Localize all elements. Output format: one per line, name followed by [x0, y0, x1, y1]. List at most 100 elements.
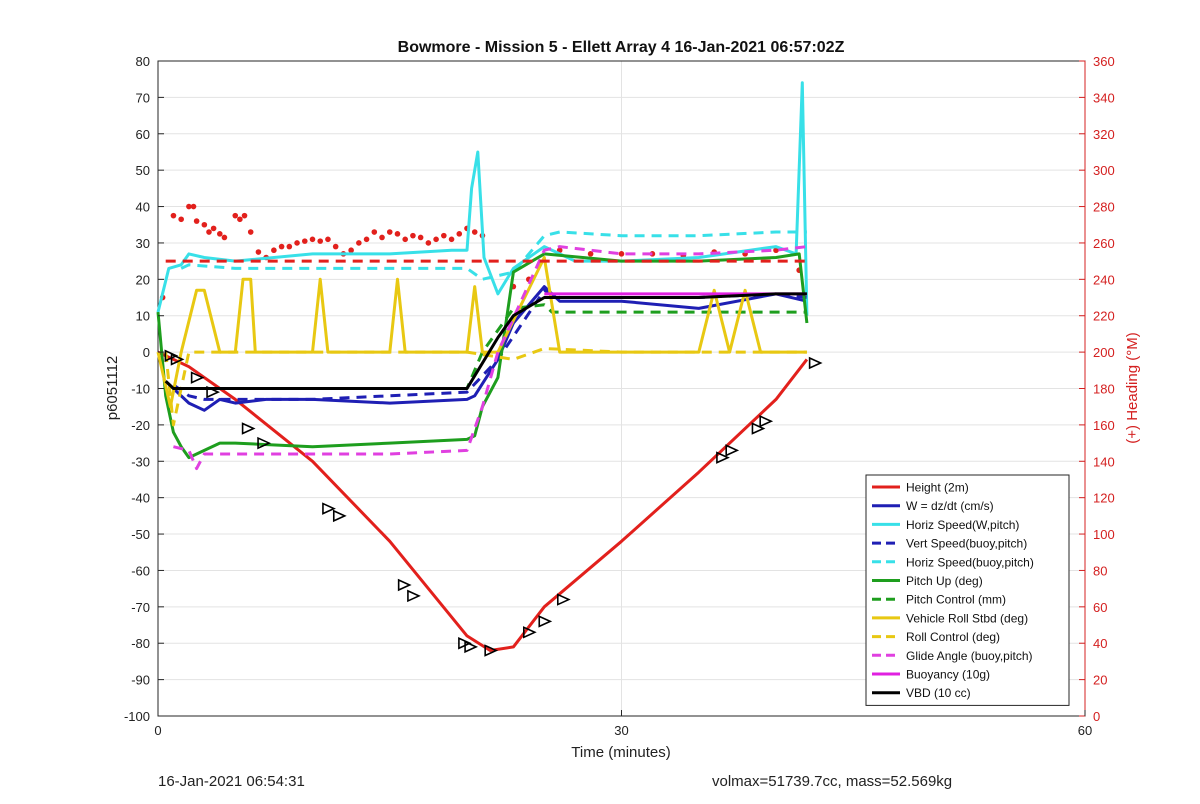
y-tick-label: 50	[136, 163, 150, 178]
y-tick-label: 70	[136, 90, 150, 105]
depth-marker	[206, 385, 221, 399]
depth-marker	[808, 356, 823, 370]
heading-dot	[325, 236, 331, 243]
series-line-horiz-speed-w-pitch	[156, 81, 809, 316]
y2-tick-label: 80	[1093, 563, 1107, 578]
heading-dot	[363, 236, 370, 243]
series-line-roll-control-deg	[164, 347, 807, 427]
heading-dot	[271, 247, 277, 254]
heading-dot	[247, 229, 254, 235]
depth-marker	[538, 615, 553, 628]
series-layer	[156, 81, 823, 657]
heading-dot	[206, 229, 212, 235]
y2-tick-label: 20	[1093, 673, 1107, 688]
y2-tick-label: 180	[1093, 382, 1115, 397]
y2-tick-label: 160	[1093, 418, 1115, 433]
heading-dot	[193, 218, 200, 224]
legend-label: Horiz Speed(buoy,pitch)	[906, 555, 1034, 569]
heading-dot	[221, 234, 228, 241]
series-line-vbd-10-cc	[164, 292, 807, 390]
y2-tick-label: 220	[1093, 309, 1115, 324]
heading-dot	[417, 234, 424, 241]
x-tick-label: 30	[614, 723, 628, 738]
y-tick-label: -60	[131, 563, 150, 578]
footer-vehicle-info: volmax=51739.7cc, mass=52.569kg	[712, 773, 953, 790]
legend-box	[865, 474, 1070, 706]
heading-dot	[317, 238, 324, 244]
y2-tick-label: 0	[1093, 709, 1100, 724]
legend-label: Height (2m)	[906, 481, 969, 495]
y2-tick-label: 360	[1093, 54, 1115, 69]
heading-dot	[410, 232, 416, 239]
depth-marker	[397, 578, 412, 592]
legend-label: Horiz Speed(W,pitch)	[906, 518, 1019, 532]
y-tick-label: -50	[131, 527, 150, 542]
heading-dot	[241, 212, 248, 219]
depth-marker	[484, 644, 499, 657]
y-axis-label: p6051112	[104, 356, 121, 421]
axes-layer: 80706050403020100-10-20-30-40-50-60-70-8…	[124, 54, 1115, 738]
heading-dot	[587, 251, 594, 257]
depth-marker	[190, 371, 205, 384]
series-line-glide-angle-buoy-pitch	[173, 245, 808, 471]
series-line-height-2m	[157, 350, 809, 652]
heading-dot	[309, 236, 316, 243]
depth-marker	[522, 626, 537, 639]
heading-dot	[278, 243, 285, 250]
depth-marker	[556, 593, 571, 606]
depth-marker	[464, 640, 479, 654]
depth-marker	[725, 444, 740, 457]
y-tick-label: -40	[131, 491, 150, 506]
legend: Height (2m) W = dz/dt (cm/s) Horiz Speed(W…	[865, 474, 1070, 706]
chart-title: Bowmore - Mission 5 - Ellett Array 4 16-…	[398, 39, 845, 56]
y2-tick-label: 40	[1093, 636, 1107, 651]
legend-label: Vert Speed(buoy,pitch)	[906, 537, 1027, 551]
legend-label: Buoyancy (10g)	[906, 668, 990, 682]
y2-tick-label: 60	[1093, 600, 1107, 615]
heading-dot	[356, 240, 362, 246]
x-tick-label: 60	[1078, 723, 1092, 738]
y2-tick-label: 320	[1093, 127, 1115, 142]
y-tick-label: 0	[143, 345, 150, 360]
depth-marker	[241, 422, 256, 435]
y-tick-label: 80	[136, 54, 150, 69]
x-axis-label: Time (minutes)	[571, 744, 670, 761]
y2-tick-label: 300	[1093, 163, 1115, 178]
y-tick-label: -20	[131, 418, 150, 433]
depth-marker	[170, 353, 185, 366]
y2-tick-label: 260	[1093, 236, 1115, 251]
heading-dot	[386, 229, 393, 235]
series-line-w-dz-dt-cm-s	[164, 285, 808, 412]
heading-dot	[371, 229, 378, 235]
heading-dot	[471, 229, 478, 235]
y2-tick-label: 280	[1093, 200, 1115, 215]
heading-dot	[294, 240, 300, 246]
y2-tick-label: 200	[1093, 345, 1115, 360]
heading-dot	[301, 238, 308, 244]
legend-label: VBD (10 cc)	[906, 686, 971, 700]
legend-label: Roll Control (deg)	[906, 630, 1000, 644]
heading-dot	[190, 203, 197, 210]
y-tick-label: 20	[136, 272, 150, 287]
heading-dot	[433, 236, 439, 243]
y-tick-label: -30	[131, 454, 150, 469]
y-tick-label: 40	[136, 200, 150, 215]
legend-label: Pitch Control (mm)	[906, 593, 1006, 607]
heading-dot	[402, 236, 409, 243]
x-tick-label: 0	[154, 723, 161, 738]
depth-marker	[759, 415, 774, 428]
heading-dot	[441, 232, 447, 239]
depth-marker	[407, 589, 421, 603]
heading-dot	[618, 251, 625, 257]
footer-start-time: 16-Jan-2021 06:54:31	[158, 773, 305, 790]
y2-tick-label: 140	[1093, 454, 1115, 469]
heading-dot	[186, 203, 192, 210]
heading-dot	[773, 247, 779, 254]
y-tick-label: -100	[124, 709, 150, 724]
heading-dot	[201, 221, 208, 228]
y-tick-label: -10	[131, 382, 150, 397]
heading-dot	[448, 236, 455, 243]
heading-dot	[217, 231, 223, 237]
series-line-horiz-speed-buoy-pitch	[180, 230, 807, 281]
